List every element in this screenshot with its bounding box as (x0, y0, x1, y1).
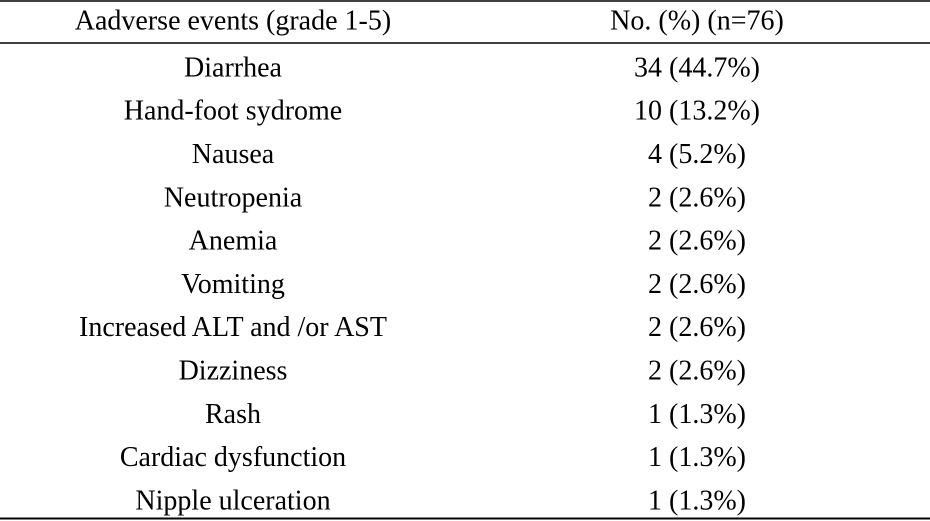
count-cell: 2 (2.6%) (648, 269, 746, 300)
event-cell: Diarrhea (184, 52, 283, 83)
count-cell: 1 (1.3%) (648, 399, 746, 430)
event-cell: Nipple ulceration (135, 485, 330, 516)
event-cell: Hand-foot sydrome (124, 96, 343, 127)
event-cell: Increased ALT and /or AST (79, 312, 387, 343)
event-cell: Rash (205, 399, 261, 430)
count-cell: 2 (2.6%) (648, 356, 746, 387)
count-cell: 2 (2.6%) (648, 312, 746, 343)
event-cell: Neutropenia (164, 182, 303, 213)
event-cell: Cardiac dysfunction (120, 442, 346, 473)
event-cell: Vomiting (181, 269, 285, 300)
header-cell: Aadverse events (grade 1-5) (75, 5, 391, 36)
header-cell: No. (%) (n=76) (610, 5, 784, 36)
count-cell: 1 (1.3%) (648, 485, 746, 516)
event-cell: Dizziness (179, 356, 288, 387)
count-cell: 10 (13.2%) (634, 96, 760, 127)
count-cell: 4 (5.2%) (648, 139, 746, 170)
count-cell: 2 (2.6%) (648, 182, 746, 213)
count-cell: 34 (44.7%) (634, 52, 760, 83)
event-cell: Anemia (189, 226, 278, 257)
count-cell: 2 (2.6%) (648, 226, 746, 257)
event-cell: Nausea (192, 139, 275, 170)
count-cell: 1 (1.3%) (648, 442, 746, 473)
